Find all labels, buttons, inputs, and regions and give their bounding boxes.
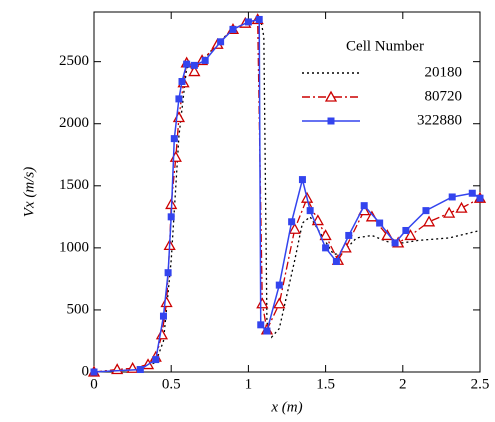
legend-marker xyxy=(327,117,335,125)
series-line xyxy=(93,18,481,373)
marker xyxy=(319,229,332,241)
marker xyxy=(183,60,191,68)
marker xyxy=(360,202,368,210)
plot-frame xyxy=(93,11,481,373)
legend-title: Cell Number xyxy=(346,38,424,54)
marker xyxy=(332,258,340,266)
marker xyxy=(255,15,263,23)
marker xyxy=(244,18,252,26)
series-line xyxy=(93,18,481,373)
y-tick-label: 1500 xyxy=(59,177,89,193)
marker xyxy=(288,218,296,226)
marker xyxy=(201,56,209,64)
legend-label: 20180 xyxy=(425,64,463,80)
marker xyxy=(257,321,265,329)
marker xyxy=(476,194,484,202)
marker xyxy=(164,269,172,277)
marker xyxy=(170,135,178,143)
marker xyxy=(422,207,430,215)
y-tick-label: 2500 xyxy=(59,53,89,69)
marker xyxy=(167,213,175,221)
marker xyxy=(152,356,160,364)
x-axis-label: x (m) xyxy=(270,399,302,415)
x-tick-label: 1.5 xyxy=(316,376,335,392)
marker xyxy=(126,361,139,373)
x-tick-label: 1 xyxy=(245,376,253,392)
marker xyxy=(288,222,301,234)
marker xyxy=(345,231,353,239)
x-tick-label: 0.5 xyxy=(162,376,181,392)
marker xyxy=(175,95,183,103)
y-axis-label: Vx (m/s) xyxy=(21,167,37,217)
marker xyxy=(90,368,98,376)
y-tick-label: 2000 xyxy=(59,115,89,131)
marker xyxy=(448,193,456,201)
marker xyxy=(188,65,201,77)
legend-label: 322880 xyxy=(417,112,462,128)
marker xyxy=(172,111,186,123)
marker xyxy=(169,150,182,162)
legend-marker xyxy=(324,90,338,102)
marker xyxy=(273,297,286,309)
marker xyxy=(159,312,167,320)
marker xyxy=(443,206,456,218)
x-tick-label: 2 xyxy=(399,376,407,392)
marker xyxy=(402,226,410,234)
marker xyxy=(306,207,314,215)
marker xyxy=(391,239,399,247)
marker xyxy=(298,176,306,184)
y-tick-label: 500 xyxy=(67,301,90,317)
marker xyxy=(190,61,198,69)
marker xyxy=(160,296,173,308)
marker xyxy=(229,25,237,33)
y-tick-label: 1000 xyxy=(59,239,89,255)
legend-label: 80720 xyxy=(425,88,463,104)
x-tick-label: 2.5 xyxy=(471,376,490,392)
marker xyxy=(404,229,417,241)
series-line xyxy=(93,18,481,373)
y-tick-label: 0 xyxy=(82,363,90,379)
marker xyxy=(217,38,225,46)
marker xyxy=(275,281,283,289)
marker xyxy=(178,78,186,86)
marker xyxy=(155,328,169,340)
marker xyxy=(455,201,468,213)
marker xyxy=(136,366,144,374)
marker xyxy=(376,219,384,227)
marker xyxy=(111,363,124,375)
marker xyxy=(422,215,436,227)
marker xyxy=(322,244,330,252)
x-tick-label: 0 xyxy=(90,376,98,392)
marker xyxy=(263,327,271,335)
marker xyxy=(256,297,269,309)
marker xyxy=(468,189,476,197)
